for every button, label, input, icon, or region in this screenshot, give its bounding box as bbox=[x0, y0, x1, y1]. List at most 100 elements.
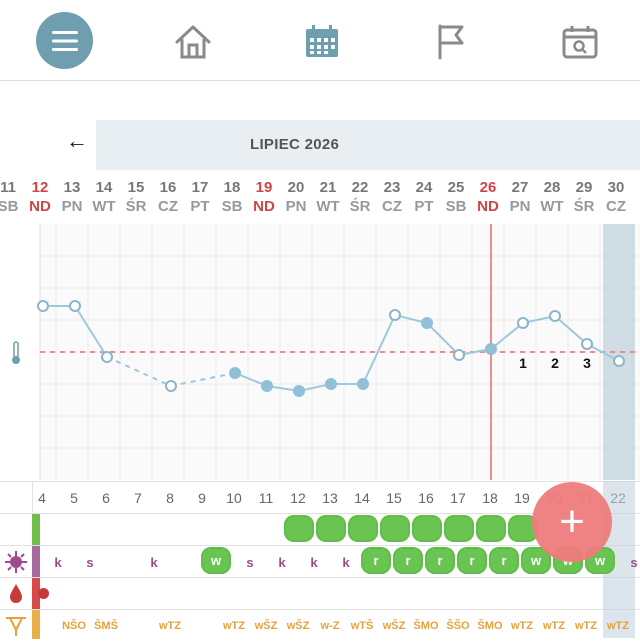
month-title: LIPIEC 2026 bbox=[250, 136, 340, 153]
today-column bbox=[603, 224, 635, 480]
cycle-day-number: 4 bbox=[38, 490, 46, 506]
mucus-code[interactable]: k bbox=[54, 555, 62, 570]
previous-month-button[interactable]: ← bbox=[66, 128, 88, 153]
bleeding-dot bbox=[38, 588, 49, 599]
day-header-cell[interactable]: 17 PT bbox=[184, 178, 216, 216]
cervix-code[interactable]: wTZ bbox=[223, 620, 245, 632]
day-number: 21 bbox=[319, 179, 337, 196]
day-name: WT bbox=[316, 198, 340, 215]
row-label bbox=[0, 610, 33, 639]
temp-line-segment bbox=[43, 305, 108, 358]
day-header-cell[interactable]: 18 SB bbox=[216, 178, 248, 216]
calendar-icon[interactable] bbox=[302, 22, 342, 62]
day-header-cell[interactable]: 21 WT bbox=[312, 178, 344, 216]
fertile-mark[interactable] bbox=[316, 515, 346, 542]
temp-point bbox=[517, 317, 529, 329]
mucus-code: w bbox=[594, 553, 606, 568]
day-name: PN bbox=[61, 198, 83, 215]
calendar-search-icon[interactable] bbox=[560, 22, 600, 62]
cervix-code[interactable]: ŠMO bbox=[477, 620, 503, 632]
cervix-code[interactable]: wTŠ bbox=[350, 620, 374, 632]
fertile-mark[interactable] bbox=[348, 515, 378, 542]
temp-point bbox=[261, 380, 273, 392]
day-header-cell[interactable]: 19 ND bbox=[248, 178, 280, 216]
day-header-cell[interactable]: 14 WT bbox=[88, 178, 120, 216]
day-header-cell[interactable]: 15 ŚR bbox=[120, 178, 152, 216]
temperature-points bbox=[37, 300, 625, 397]
mucus-code[interactable]: k bbox=[310, 555, 318, 570]
cervix-code[interactable]: wŠZ bbox=[382, 620, 406, 632]
mucus-code[interactable]: k bbox=[278, 555, 286, 570]
day-header-cell[interactable]: 24 PT bbox=[408, 178, 440, 216]
cycle-day-number: 14 bbox=[354, 490, 370, 506]
mucus-code: r bbox=[469, 553, 475, 568]
day-header-cell[interactable]: 29 ŚR bbox=[568, 178, 600, 216]
day-name: WT bbox=[92, 198, 116, 215]
mucus-code: w bbox=[530, 553, 542, 568]
temp-point bbox=[101, 351, 113, 363]
day-header-cell[interactable]: 28 WT bbox=[536, 178, 568, 216]
cervix-code[interactable]: w-Z bbox=[320, 620, 340, 632]
temp-point bbox=[581, 338, 593, 350]
mucus-code[interactable]: k bbox=[342, 555, 350, 570]
day-number: 14 bbox=[95, 179, 113, 196]
cervix-code[interactable]: ŠMO bbox=[413, 620, 439, 632]
fertile-mark[interactable] bbox=[412, 515, 442, 542]
mucus-mark[interactable]: w bbox=[201, 547, 231, 574]
cervix-code[interactable]: wŠZ bbox=[254, 620, 278, 632]
cycle-day-number: 16 bbox=[418, 490, 434, 506]
cervix-code[interactable]: wŠZ bbox=[286, 620, 310, 632]
fertile-mark[interactable] bbox=[284, 515, 314, 542]
cervix-code[interactable]: ŠŠO bbox=[446, 620, 470, 632]
mucus-code: r bbox=[501, 553, 507, 568]
cervix-code[interactable]: wTZ bbox=[543, 620, 565, 632]
temp-point bbox=[69, 300, 81, 312]
fertile-mark[interactable] bbox=[444, 515, 474, 542]
flag-icon[interactable] bbox=[432, 22, 472, 62]
cervix-code[interactable]: wTZ bbox=[511, 620, 533, 632]
day-header-cell[interactable]: 13 PN bbox=[56, 178, 88, 216]
cervix-code[interactable]: ŠMŠ bbox=[94, 620, 118, 632]
day-header-cell[interactable]: 16 CZ bbox=[152, 178, 184, 216]
mucus-mark[interactable]: r bbox=[393, 547, 423, 574]
day-name: PT bbox=[414, 198, 434, 215]
mucus-mark[interactable]: r bbox=[361, 547, 391, 574]
day-header-cell[interactable]: 25 SB bbox=[440, 178, 472, 216]
day-header-cell[interactable]: 30 CZ bbox=[600, 178, 632, 216]
home-icon[interactable] bbox=[173, 22, 213, 62]
day-number: 27 bbox=[511, 179, 529, 196]
cervix-code[interactable]: NŠO bbox=[62, 620, 86, 632]
menu-button[interactable] bbox=[36, 12, 93, 69]
day-header-cell[interactable]: 12 ND bbox=[24, 178, 56, 216]
cervix-code[interactable]: wTZ bbox=[159, 620, 181, 632]
day-header-cell[interactable]: 20 PN bbox=[280, 178, 312, 216]
cycle-day-number: 17 bbox=[450, 490, 466, 506]
mucus-code[interactable]: s bbox=[630, 555, 638, 570]
row-label bbox=[0, 578, 33, 610]
cycle-day-number: 12 bbox=[290, 490, 306, 506]
cervix-code[interactable]: wTZ bbox=[575, 620, 597, 632]
mucus-code[interactable]: s bbox=[86, 555, 94, 570]
mucus-code[interactable]: k bbox=[150, 555, 158, 570]
mucus-code: r bbox=[437, 553, 443, 568]
day-header-cell[interactable]: 11 SB bbox=[0, 178, 24, 216]
mucus-mark[interactable]: r bbox=[489, 547, 519, 574]
day-name: CZ bbox=[158, 198, 178, 215]
mucus-mark[interactable]: r bbox=[457, 547, 487, 574]
day-name: SB bbox=[0, 198, 19, 215]
row-label bbox=[0, 514, 33, 546]
day-header-cell[interactable]: 22 ŚR bbox=[344, 178, 376, 216]
fertile-mark[interactable] bbox=[380, 515, 410, 542]
add-entry-button[interactable]: + bbox=[532, 482, 612, 562]
day-number: 26 bbox=[479, 179, 497, 196]
cycle-day-number: 8 bbox=[166, 490, 174, 506]
cervix-code[interactable]: wTZ bbox=[607, 620, 629, 632]
day-header-cell[interactable]: 26 ND bbox=[472, 178, 504, 216]
day-header-cell[interactable]: 27 PN bbox=[504, 178, 536, 216]
mucus-mark[interactable]: r bbox=[425, 547, 455, 574]
day-header-cell[interactable]: 23 CZ bbox=[376, 178, 408, 216]
mucus-code[interactable]: s bbox=[246, 555, 254, 570]
fertility-row bbox=[0, 513, 640, 546]
fertile-mark[interactable] bbox=[476, 515, 506, 542]
day-number: 23 bbox=[383, 179, 401, 196]
